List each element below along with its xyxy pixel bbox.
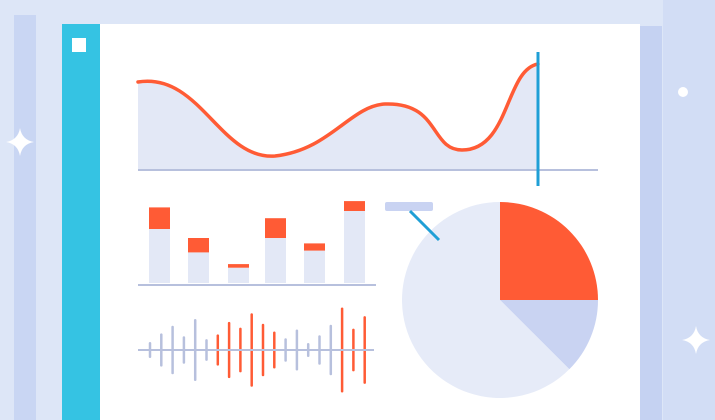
bar-base [228, 267, 249, 283]
bar-cap [344, 201, 365, 211]
bar-cap [304, 243, 325, 251]
window-control-icon [72, 38, 86, 52]
sidebar [62, 24, 100, 420]
pie-callout-label [385, 202, 433, 211]
pie-callout-line [408, 209, 441, 242]
bar-base [344, 211, 365, 283]
sparkle-icon [682, 326, 710, 354]
wave-chart [136, 52, 598, 186]
bar-base [188, 252, 209, 283]
bar-cap [228, 264, 249, 268]
bar-cap [265, 218, 286, 238]
bar-base [304, 250, 325, 283]
pie-slice [500, 202, 598, 300]
pie-slice [401, 202, 570, 398]
stacked-bar-chart [149, 201, 365, 283]
bar-base [149, 229, 170, 283]
pie-slice [500, 300, 598, 370]
bar-base [265, 238, 286, 283]
left-backdrop-strip [14, 15, 36, 420]
right-backdrop-strip [663, 0, 715, 420]
dot-decoration [678, 87, 688, 97]
bar-cap [149, 207, 170, 229]
pie-chart [401, 202, 598, 398]
wave-area [138, 64, 538, 170]
wave-line [136, 62, 540, 158]
sparkle-icon [6, 128, 34, 156]
bar-cap [188, 238, 209, 253]
